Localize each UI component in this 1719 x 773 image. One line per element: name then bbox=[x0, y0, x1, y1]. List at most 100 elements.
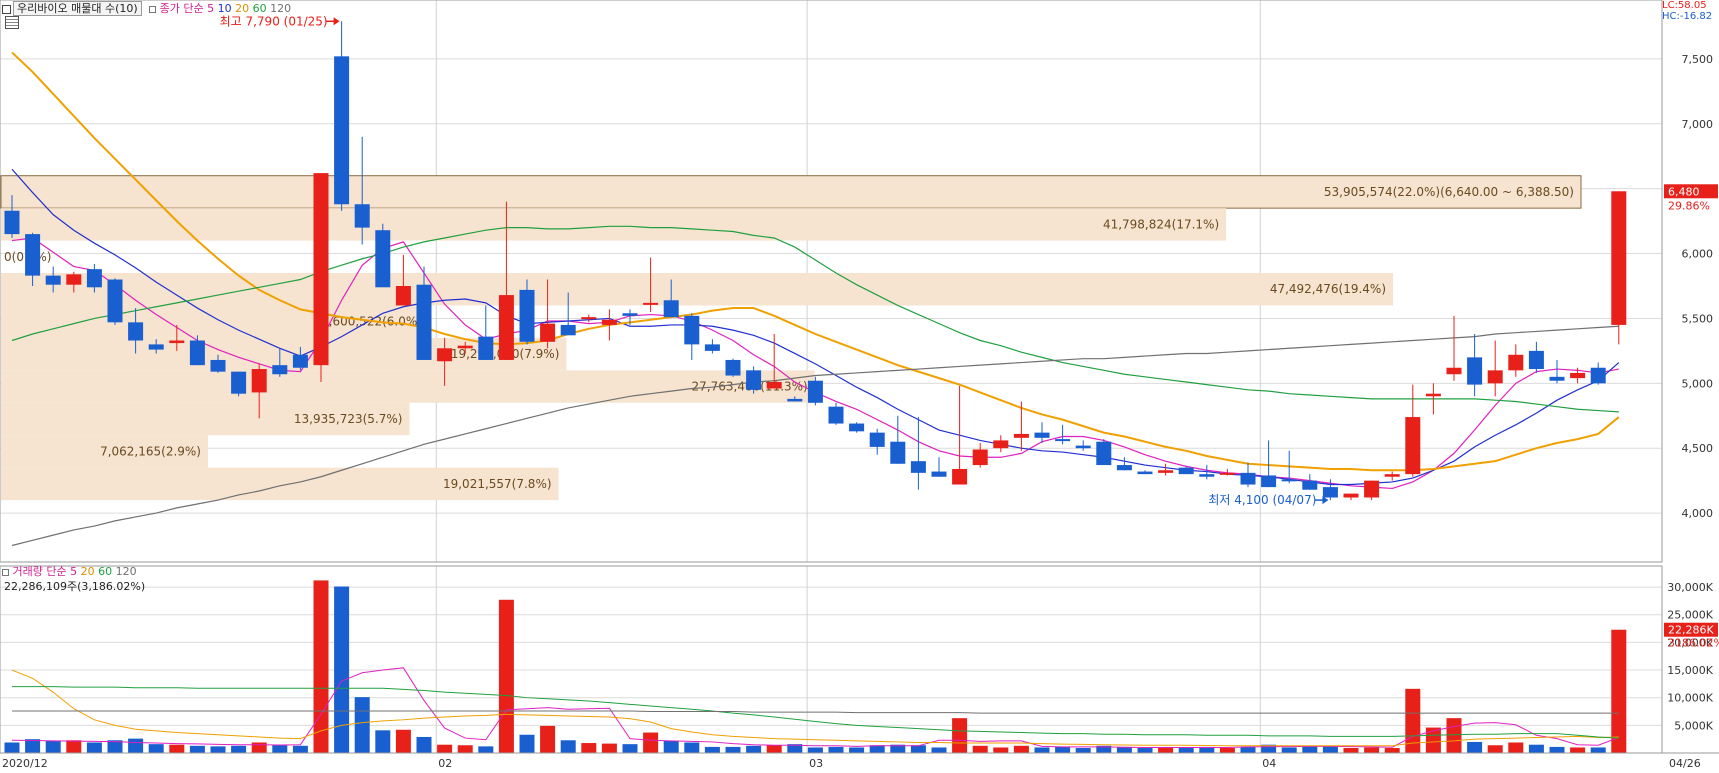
volume-bar bbox=[1178, 748, 1194, 753]
candle-body bbox=[601, 319, 617, 325]
candle-body bbox=[4, 210, 20, 235]
chart-labels: 최고 7,790 (01/25) 최저 4,100 (04/07) 6,48029.… bbox=[220, 14, 1719, 649]
volume-ma-line-5 bbox=[11, 667, 1619, 748]
volume-ma-label[interactable]: 단순 bbox=[46, 565, 67, 578]
volume-bar bbox=[1528, 744, 1544, 753]
grid-icon[interactable] bbox=[5, 16, 19, 29]
candle-body bbox=[1590, 367, 1606, 384]
candle-body bbox=[1240, 472, 1256, 485]
volume-profile-label: 41,798,824(17.1%) bbox=[1103, 217, 1219, 231]
volume-bar bbox=[457, 745, 473, 753]
volume-bar bbox=[1075, 748, 1091, 753]
price-tick-label: 4,500 bbox=[1682, 442, 1714, 455]
volume-bar bbox=[519, 734, 535, 753]
candle-body bbox=[1343, 493, 1359, 498]
candle-body bbox=[746, 370, 762, 390]
volume-moving-average-lines bbox=[11, 667, 1619, 748]
volume-profile: 53,905,574(22.0%)(6,640.00 ~ 6,388.50) 41… bbox=[0, 175, 1582, 501]
volume-bar bbox=[540, 725, 556, 753]
volume-bar bbox=[107, 740, 123, 753]
volume-ma-period-60: 60 bbox=[98, 565, 113, 578]
volume-bar bbox=[1240, 746, 1256, 753]
candle-body bbox=[1405, 417, 1421, 475]
candle-body bbox=[354, 204, 370, 228]
volume-bar bbox=[1261, 744, 1277, 753]
volume-label[interactable]: 거래량 bbox=[12, 565, 43, 578]
volume-bar bbox=[1013, 745, 1029, 753]
candle-body bbox=[725, 359, 741, 376]
candle-body bbox=[86, 269, 102, 288]
volume-bar bbox=[684, 742, 700, 753]
volume-bar bbox=[766, 745, 782, 753]
ma-legend-icon bbox=[149, 5, 157, 13]
volume-bar bbox=[210, 746, 226, 753]
candle-body bbox=[560, 324, 576, 336]
candle-body bbox=[1302, 480, 1318, 490]
ma-label[interactable]: 종가 단순 bbox=[159, 2, 204, 15]
volume-profile-bar bbox=[1, 467, 559, 501]
candle-body bbox=[498, 295, 514, 360]
chart-title[interactable]: 우리바이오 매물대 수(10) bbox=[13, 1, 142, 16]
volume-bar bbox=[437, 744, 453, 753]
ma-period-10: 10 bbox=[217, 2, 232, 15]
volume-bar bbox=[1322, 746, 1338, 753]
volume-bar bbox=[1055, 746, 1071, 753]
price-tick-label: 7,500 bbox=[1682, 53, 1714, 66]
volume-bar bbox=[581, 743, 597, 753]
price-tick-label: 5,000 bbox=[1682, 377, 1714, 390]
volume-bar bbox=[807, 747, 823, 753]
candle-body bbox=[66, 274, 82, 285]
menu-icon[interactable] bbox=[2, 4, 11, 14]
volume-bar bbox=[828, 746, 844, 753]
candle-body bbox=[519, 289, 535, 342]
price-header: 우리바이오 매물대 수(10) 종가 단순 5 10 20 60 120 bbox=[2, 0, 291, 16]
candle-body bbox=[1508, 354, 1524, 371]
volume-bar bbox=[1302, 746, 1318, 753]
volume-ma-period-5: 5 bbox=[70, 565, 78, 578]
volume-bar bbox=[1384, 748, 1400, 753]
volume-profile-label: 19,021,557(7.8%) bbox=[443, 477, 552, 491]
candle-body bbox=[1178, 467, 1194, 475]
volume-bar bbox=[1158, 748, 1174, 753]
candle-body bbox=[807, 380, 823, 403]
volume-profile-bar bbox=[1, 305, 429, 338]
last-price-tag bbox=[1664, 184, 1718, 199]
volume-bar bbox=[1199, 746, 1215, 753]
low-arrow-head bbox=[1322, 496, 1329, 505]
volume-bar bbox=[1467, 741, 1483, 753]
candle-body bbox=[952, 468, 968, 485]
volume-bar bbox=[931, 747, 947, 753]
high-annotation: 최고 7,790 (01/25) bbox=[220, 14, 328, 28]
candle-body bbox=[828, 406, 844, 424]
candle-body bbox=[622, 313, 638, 316]
candle-body bbox=[334, 56, 350, 205]
volume-bar bbox=[622, 744, 638, 753]
volume-tick-label: 15,000K bbox=[1667, 664, 1713, 677]
ma-line-20 bbox=[11, 51, 1620, 472]
high-arrow-head bbox=[333, 17, 340, 26]
volume-profile-label: 7,062,165(2.9%) bbox=[100, 444, 201, 458]
volume-bar bbox=[849, 747, 865, 753]
volume-bar bbox=[601, 743, 617, 753]
volume-ma-line-60 bbox=[12, 686, 1619, 739]
candle-body bbox=[890, 441, 906, 464]
volume-ma-period-120: 120 bbox=[115, 565, 137, 578]
volume-bar bbox=[25, 739, 41, 753]
volume-profile-bar bbox=[1, 337, 567, 371]
volume-bar bbox=[292, 745, 308, 753]
candle-body bbox=[1137, 471, 1153, 475]
volume-profile-bar bbox=[1, 208, 1227, 241]
candle-body bbox=[1364, 480, 1380, 498]
hc-value: HC:-16.82 bbox=[1662, 11, 1713, 22]
volume-bar bbox=[1343, 748, 1359, 753]
price-panel-frame bbox=[0, 0, 1663, 563]
volume-bar bbox=[1281, 747, 1297, 753]
volume-bar bbox=[787, 744, 803, 753]
volume-bar bbox=[1096, 745, 1112, 753]
x-axis-label: 04/26 bbox=[1669, 757, 1701, 770]
candle-body bbox=[581, 317, 597, 320]
ma-line-60 bbox=[11, 225, 1619, 413]
volume-bar bbox=[478, 746, 494, 753]
